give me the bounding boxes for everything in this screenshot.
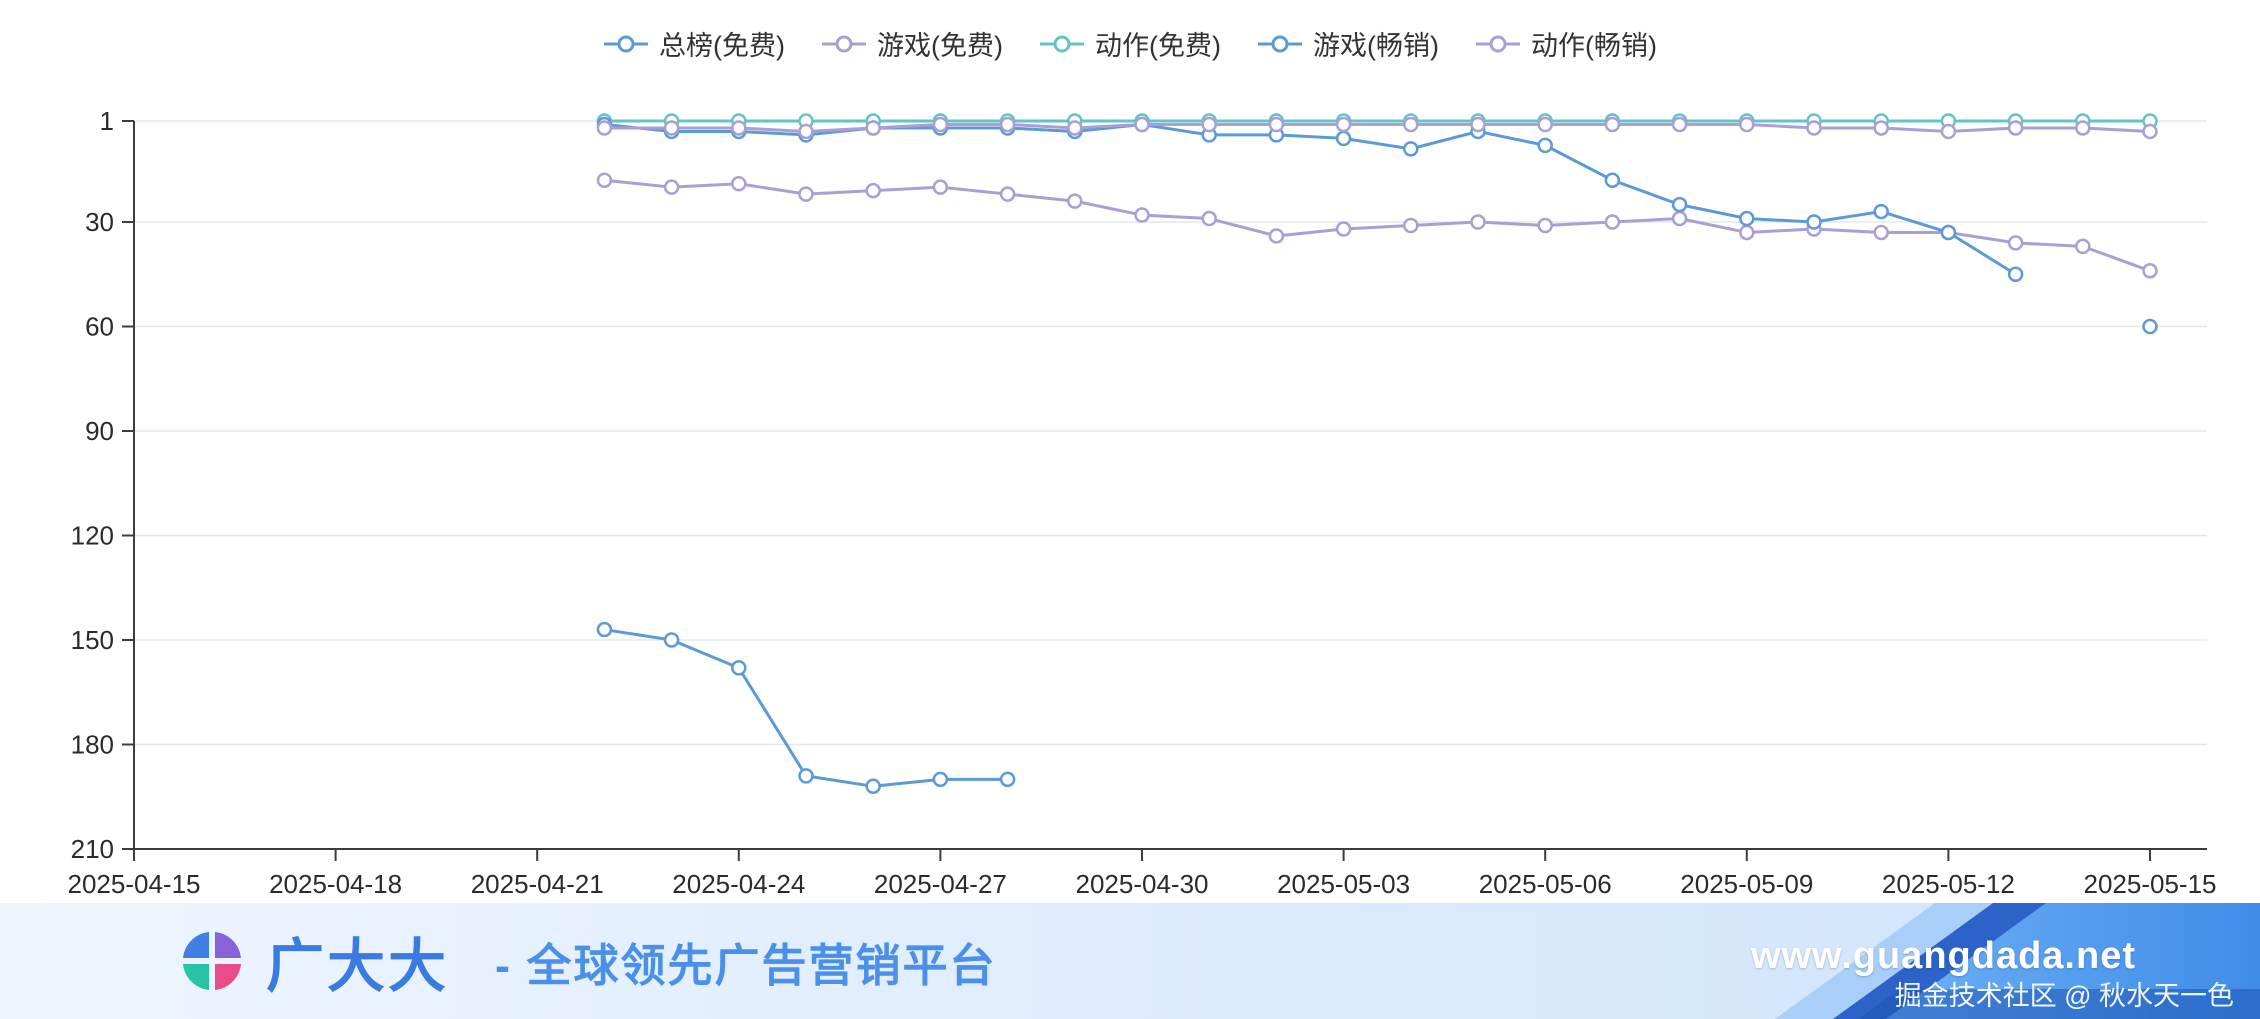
legend-line-marker-icon <box>1040 35 1084 52</box>
svg-text:30: 30 <box>85 207 114 237</box>
svg-text:120: 120 <box>71 521 114 551</box>
svg-text:2025-04-21: 2025-04-21 <box>471 869 604 899</box>
legend-label: 动作(免费) <box>1095 31 1221 61</box>
legend-label: 游戏(免费) <box>877 31 1003 61</box>
brand-block: 广大大 - 全球领先广告营销平台 <box>180 903 997 1019</box>
series-3 <box>596 116 2158 335</box>
legend-line-marker-icon <box>822 35 867 52</box>
guangdada-logo-icon <box>183 932 241 990</box>
axes <box>122 120 2207 850</box>
footer-banner: 广大大 - 全球领先广告营销平台 www.guangdada.net 掘金技术社… <box>0 903 2260 1019</box>
legend-item-1[interactable]: 游戏(免费) <box>821 24 1003 63</box>
watermark-text: 掘金技术社区 @ 秋水天一色 <box>1894 981 2234 1011</box>
svg-text:2025-04-24: 2025-04-24 <box>672 869 805 899</box>
svg-text:2025-05-15: 2025-05-15 <box>2084 869 2217 899</box>
svg-text:2025-05-12: 2025-05-12 <box>1882 869 2015 899</box>
legend-label: 游戏(畅销) <box>1312 31 1439 61</box>
footer-background-shapes <box>0 903 2260 1019</box>
legend-item-2[interactable]: 动作(免费) <box>1039 24 1221 63</box>
legend-item-4[interactable]: 动作(畅销) <box>1475 24 1657 63</box>
legend-item-3[interactable]: 游戏(畅销) <box>1257 24 1439 63</box>
legend-label: 总榜(免费) <box>659 31 786 61</box>
svg-text:180: 180 <box>71 730 114 760</box>
svg-text:2025-04-30: 2025-04-30 <box>1076 869 1209 899</box>
series-4 <box>596 116 2158 140</box>
svg-text:210: 210 <box>71 834 114 864</box>
brand-name: 广大大 <box>266 934 450 999</box>
svg-text:2025-04-15: 2025-04-15 <box>68 869 201 899</box>
legend-line-marker-icon <box>604 35 649 52</box>
svg-text:60: 60 <box>85 312 114 342</box>
brand-tagline: - 全球领先广告营销平台 <box>495 939 997 991</box>
legend-line-marker-icon <box>1257 35 1302 52</box>
svg-text:1: 1 <box>100 106 114 136</box>
svg-text:2025-04-18: 2025-04-18 <box>269 869 402 899</box>
legend-item-0[interactable]: 总榜(免费) <box>603 24 785 63</box>
legend-line-marker-icon <box>1475 35 1520 52</box>
series-0 <box>596 621 1016 795</box>
chart-legend: 总榜(免费) 游戏(免费) 动作(免费) 游戏(畅销) 动作(畅销) <box>0 24 2260 63</box>
svg-text:2025-05-06: 2025-05-06 <box>1479 869 1612 899</box>
svg-text:90: 90 <box>85 416 114 446</box>
svg-text:2025-04-27: 2025-04-27 <box>874 869 1007 899</box>
svg-text:150: 150 <box>71 625 114 655</box>
legend-label: 动作(畅销) <box>1530 31 1657 61</box>
x-axis-labels: 2025-04-15 2025-04-18 2025-04-21 2025-04-24… <box>68 849 2217 899</box>
site-url: www.guangdada.net <box>1750 935 2136 977</box>
y-axis-labels: 1 30 60 90 120 150 180 210 <box>71 106 114 864</box>
gridlines <box>134 120 2207 746</box>
svg-text:2025-05-09: 2025-05-09 <box>1680 869 1813 899</box>
svg-text:2025-05-03: 2025-05-03 <box>1277 869 1410 899</box>
